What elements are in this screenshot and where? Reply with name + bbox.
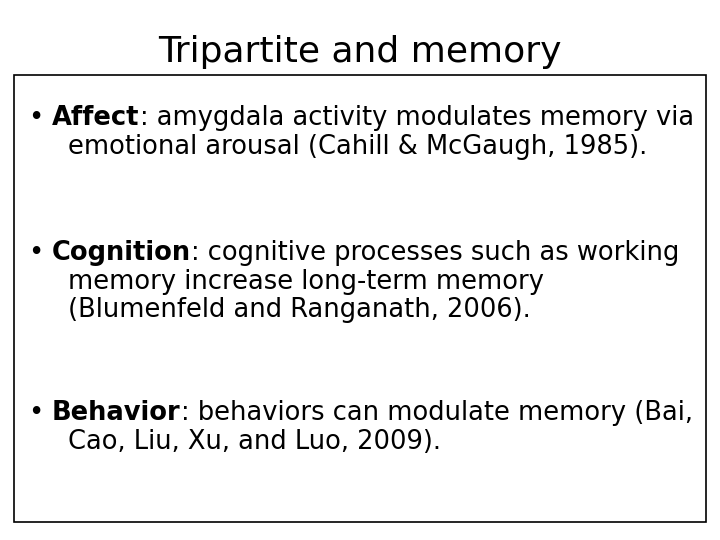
Text: Affect: Affect (52, 105, 140, 131)
Text: Cognition: Cognition (52, 240, 191, 266)
Text: Behavior: Behavior (52, 400, 181, 426)
Text: (Blumenfeld and Ranganath, 2006).: (Blumenfeld and Ranganath, 2006). (68, 298, 531, 323)
Text: : cognitive processes such as working: : cognitive processes such as working (191, 240, 680, 266)
Text: •: • (28, 105, 43, 131)
Bar (14, 75, 706, 522)
Text: memory increase long-term memory: memory increase long-term memory (68, 269, 544, 295)
Text: •: • (28, 240, 43, 266)
Text: : behaviors can modulate memory (Bai,: : behaviors can modulate memory (Bai, (181, 400, 693, 426)
Text: Tripartite and memory: Tripartite and memory (158, 35, 562, 69)
Text: Cao, Liu, Xu, and Luo, 2009).: Cao, Liu, Xu, and Luo, 2009). (68, 429, 441, 455)
Text: : amygdala activity modulates memory via: : amygdala activity modulates memory via (140, 105, 693, 131)
Text: •: • (28, 400, 43, 426)
Text: emotional arousal (Cahill & McGaugh, 1985).: emotional arousal (Cahill & McGaugh, 198… (68, 134, 647, 160)
